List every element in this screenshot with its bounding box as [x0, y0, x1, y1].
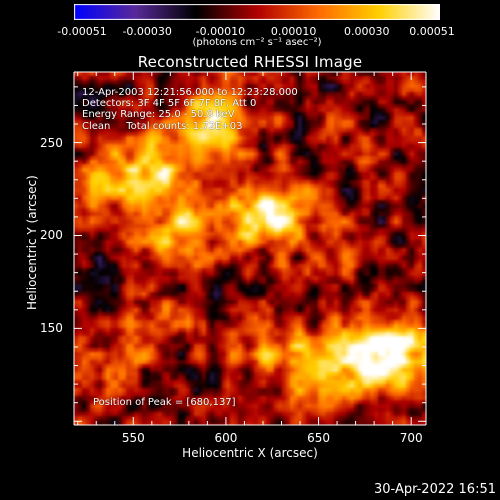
x-tick-label: 550 — [121, 431, 145, 445]
colorbar-units: (photons cm⁻² s⁻¹ asec⁻²) — [192, 37, 322, 48]
annotation-energy-range: Energy Range: 25.0 - 50.0 keV — [82, 109, 235, 120]
y-tick-label: 150 — [40, 321, 63, 336]
y-axis-label: Heliocentric Y (arcsec) — [25, 175, 39, 310]
colorbar-tick-label: 0.00010 — [270, 25, 317, 38]
colorbar-tick-label: 0.00051 — [409, 25, 455, 38]
annotation-method: Clean Total counts: 1.72E+03 — [82, 121, 243, 132]
annotation-detectors: Detectors: 3F 4F 5F 6F 7F 8F, Att 0 — [82, 98, 257, 109]
colorbar — [74, 4, 440, 20]
chart-title: Reconstructed RHESSI Image — [137, 53, 363, 71]
x-tick-label: 650 — [307, 431, 330, 445]
annotation-peak-position: Position of Peak = [680,137] — [93, 397, 236, 408]
y-tick-label: 200 — [40, 228, 63, 243]
colorbar-tick-label: -0.00051 — [57, 25, 107, 38]
render-timestamp: 30-Apr-2022 16:51 — [374, 482, 496, 497]
colorbar-tick-label: -0.00010 — [195, 25, 246, 38]
annotation-time-range: 12-Apr-2003 12:21:56.000 to 12:23:28.000 — [82, 87, 298, 98]
x-tick-label: 600 — [214, 431, 238, 445]
colorbar-tick-label: 0.00030 — [344, 25, 390, 38]
x-axis-label: Heliocentric X (arcsec) — [182, 446, 318, 460]
colorbar-tick-label: -0.00030 — [122, 25, 172, 38]
y-tick-label: 250 — [40, 135, 63, 150]
x-tick-label: 700 — [399, 431, 423, 445]
heatmap-image — [74, 72, 426, 425]
